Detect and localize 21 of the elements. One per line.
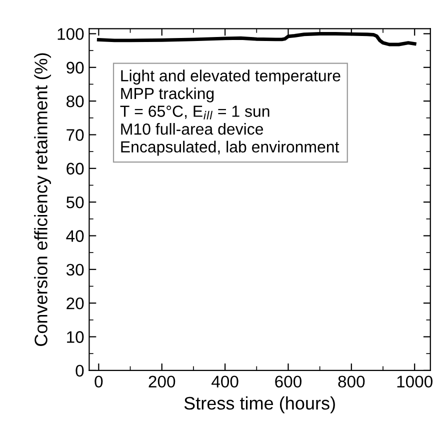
x-tick-label: 400 — [212, 376, 238, 388]
x-tick-label: 600 — [275, 376, 302, 388]
y-tick-label: 30 — [66, 264, 84, 276]
y-tick-label: 10 — [67, 331, 84, 343]
y-tick-label: 20 — [66, 297, 84, 310]
line-series — [96, 32, 416, 46]
x-tick-label: 200 — [148, 376, 176, 388]
y-tick-label: 70 — [66, 129, 84, 141]
y-tick-label: 50 — [66, 196, 84, 208]
y-tick-label: 100 — [58, 28, 84, 40]
y-tick-label: 80 — [66, 95, 84, 108]
y-tick-label: 0 — [76, 364, 84, 377]
y-tick-label: 90 — [66, 62, 84, 74]
x-tick-label: 800 — [338, 376, 365, 388]
x-tick-label: 0 — [94, 376, 103, 388]
y-tick-label: 40 — [66, 230, 84, 242]
annotation: Light and elevated temperature MPP tracking T = 65°C, E$_{ill}$ = 1 sun M10 full-area device Encapsulated, lab environment — [120, 70, 340, 156]
x-axis-title: Stress time (hours) — [184, 396, 335, 414]
y-tick-label: 60 — [66, 162, 84, 175]
y-axis-title: Conversion efficiency retainment (%) — [34, 53, 51, 346]
x-tick-label: 1000 — [397, 376, 432, 388]
